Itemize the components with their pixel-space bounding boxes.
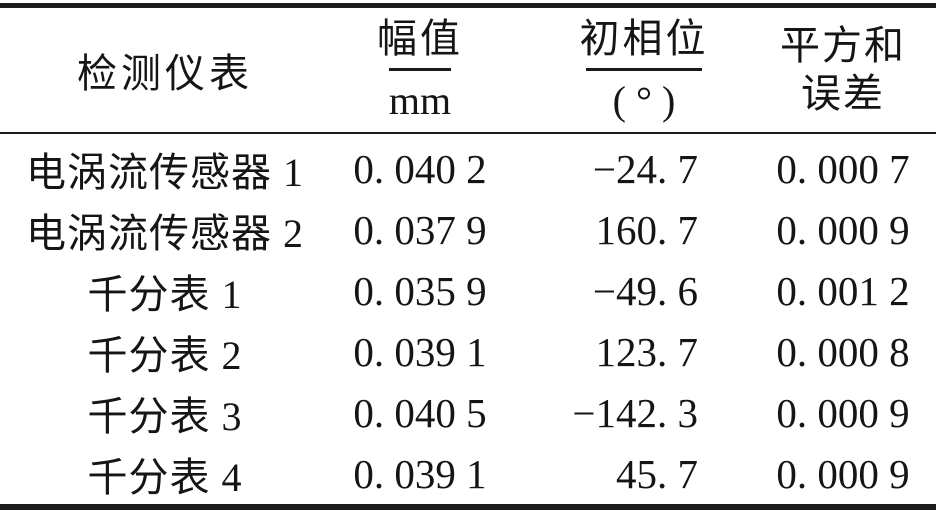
table-top-rule	[0, 3, 936, 8]
cell-phase: 160. 7	[595, 206, 699, 253]
amplitude-denominator: mm	[388, 78, 452, 123]
amplitude-numerator: 幅值	[377, 16, 463, 61]
cell-instrument: 千分表 2	[87, 332, 243, 378]
cell-instrument: 千分表 1	[87, 271, 243, 317]
sse-header-line1: 平方和	[780, 23, 906, 68]
cell-sse: 0. 000 7	[776, 145, 910, 192]
cell-amplitude: 0. 040 5	[353, 389, 487, 436]
amplitude-fraction: 幅值 mm	[377, 15, 463, 125]
table-bottom-rule	[0, 504, 936, 510]
cell-sse: 0. 001 2	[776, 267, 910, 314]
cell-sse: 0. 000 9	[776, 389, 910, 436]
sse-header-line2: 误差	[801, 71, 885, 116]
header-sse: 平方和 误差	[750, 8, 936, 132]
table-body: 电涡流传感器 1 0. 040 2 −24. 7 0. 000 7 电涡流传感器…	[0, 134, 936, 504]
cell-sse: 0. 000 9	[776, 450, 910, 497]
phase-fraction-bar	[586, 68, 702, 71]
cell-amplitude: 0. 039 1	[353, 328, 487, 375]
cell-instrument: 千分表 4	[87, 454, 243, 500]
amplitude-fraction-bar	[389, 68, 451, 71]
header-row: 检测仪表 幅值 mm 初相位 ( ° ) 平方和 误差	[0, 8, 936, 132]
cell-sse: 0. 000 9	[776, 206, 910, 253]
table-row: 千分表 4 0. 039 1 45. 7 0. 000 9	[0, 443, 936, 504]
header-amplitude: 幅值 mm	[330, 8, 510, 132]
cell-instrument: 电涡流传感器 1	[26, 149, 304, 195]
phase-numerator: 初相位	[579, 16, 709, 61]
cell-sse: 0. 000 8	[776, 328, 910, 375]
cell-instrument: 电涡流传感器 2	[26, 210, 304, 256]
header-separator-rule	[0, 132, 936, 134]
cell-phase: −49. 6	[592, 267, 698, 314]
header-instrument: 检测仪表	[0, 8, 330, 132]
phase-fraction: 初相位 ( ° )	[580, 15, 709, 125]
phase-denominator: ( ° )	[612, 78, 676, 123]
cell-amplitude: 0. 035 9	[353, 267, 487, 314]
cell-phase: −142. 3	[572, 389, 698, 436]
cell-phase: 123. 7	[595, 328, 699, 375]
cell-amplitude: 0. 037 9	[353, 206, 487, 253]
cell-instrument: 千分表 3	[87, 393, 243, 439]
header-instrument-label: 检测仪表	[77, 51, 253, 96]
table-row: 千分表 3 0. 040 5 −142. 3 0. 000 9	[0, 382, 936, 443]
cell-phase: 45. 7	[616, 450, 698, 497]
table-row: 千分表 2 0. 039 1 123. 7 0. 000 8	[0, 321, 936, 382]
cell-phase: −24. 7	[592, 145, 698, 192]
cell-amplitude: 0. 039 1	[353, 450, 487, 497]
table-row: 电涡流传感器 2 0. 037 9 160. 7 0. 000 9	[0, 199, 936, 260]
header-phase: 初相位 ( ° )	[510, 8, 750, 132]
table-row: 千分表 1 0. 035 9 −49. 6 0. 001 2	[0, 260, 936, 321]
cell-amplitude: 0. 040 2	[353, 145, 487, 192]
table-header: 检测仪表 幅值 mm 初相位 ( ° ) 平方和 误差	[0, 8, 936, 132]
table-row: 电涡流传感器 1 0. 040 2 −24. 7 0. 000 7	[0, 138, 936, 199]
sse-header-lines: 平方和 误差	[780, 22, 906, 118]
